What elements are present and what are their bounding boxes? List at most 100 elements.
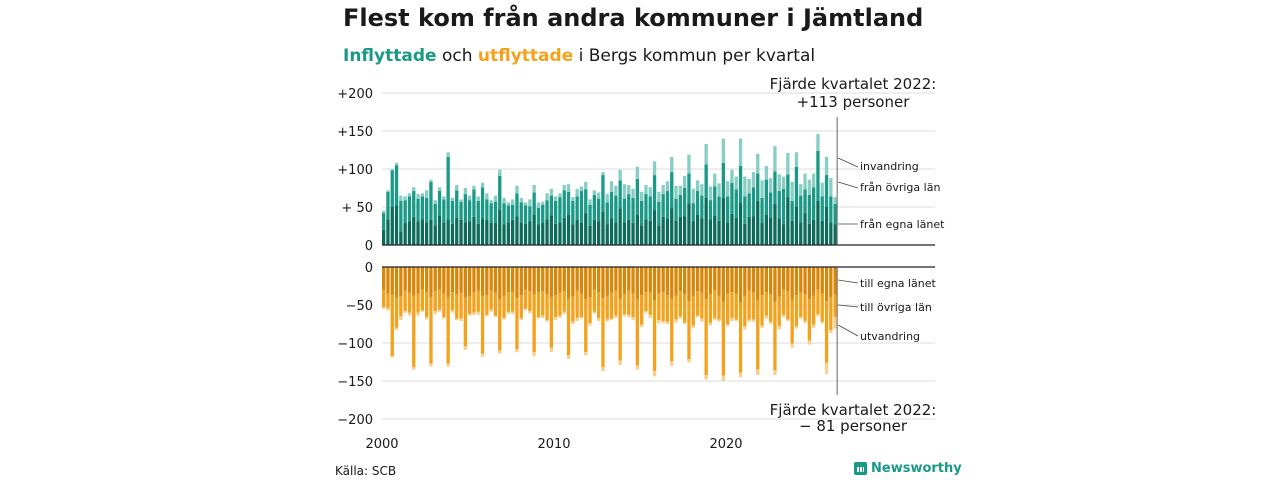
bar-in-2-73 (695, 180, 700, 192)
bar-in-2-37 (541, 201, 545, 205)
bar-in-1-43 (566, 191, 571, 215)
bar-in-1-28 (502, 203, 506, 225)
bar-in-1-71 (687, 173, 691, 204)
bar-in-1-76 (708, 200, 713, 220)
bar-out-0-51 (601, 267, 605, 299)
bar-out-2-17 (455, 318, 459, 321)
bar-out-1-35 (532, 294, 536, 353)
bar-in-2-47 (584, 181, 588, 190)
bar-out-2-24 (485, 314, 489, 317)
bar-out-1-88 (760, 295, 764, 326)
bar-in-2-90 (769, 178, 773, 193)
bar-in-2-29 (506, 202, 510, 206)
bar-out-0-43 (566, 267, 571, 299)
bar-out-0-38 (545, 267, 549, 295)
bar-out-0-91 (773, 267, 777, 302)
bar-out-1-12 (433, 291, 437, 312)
bar-out-0-0 (382, 267, 386, 290)
bar-in-0-62 (648, 220, 652, 245)
bar-in-0-67 (670, 208, 674, 245)
bar-in-1-2 (390, 170, 394, 207)
bar-in-2-2 (390, 169, 394, 171)
bar-out-0-56 (622, 267, 627, 295)
bar-out-1-74 (700, 292, 704, 319)
bar-out-2-34 (528, 311, 532, 314)
bar-in-0-100 (812, 219, 816, 245)
bar-in-0-51 (601, 211, 605, 245)
bar-out-0-53 (609, 267, 614, 293)
bar-out-2-53 (609, 318, 614, 321)
bar-out-0-94 (786, 267, 790, 292)
bar-in-2-23 (480, 182, 485, 188)
bar-out-0-70 (683, 267, 687, 295)
bar-in-2-86 (751, 172, 756, 188)
source-note: Källa: SCB (335, 464, 397, 478)
bar-out-2-22 (476, 311, 480, 315)
bar-out-2-23 (480, 353, 485, 357)
bar-out-0-29 (506, 267, 510, 293)
bar-in-0-95 (790, 220, 794, 245)
bar-out-1-39 (549, 297, 553, 348)
bar-out-2-93 (781, 314, 786, 318)
bar-out-1-81 (730, 292, 734, 318)
bar-out-0-92 (777, 267, 781, 297)
bar-out-0-34 (528, 267, 532, 292)
bar-in-0-87 (756, 200, 760, 245)
bar-in-0-89 (764, 214, 768, 245)
bar-in-1-40 (554, 200, 558, 224)
bar-out-2-72 (691, 325, 695, 328)
bar-in-0-41 (558, 222, 562, 245)
bar-out-1-43 (566, 298, 571, 356)
bar-out-0-27 (498, 267, 502, 299)
bar-out-1-42 (562, 291, 566, 312)
bar-in-0-72 (691, 221, 695, 245)
bar-out-0-84 (743, 267, 747, 296)
bar-out-1-30 (511, 292, 515, 312)
bar-in-2-0 (382, 210, 386, 214)
bar-in-2-87 (756, 153, 760, 174)
bar-out-1-89 (764, 292, 768, 316)
bar-out-0-33 (523, 267, 528, 290)
bar-out-2-71 (687, 358, 691, 363)
bar-in-0-22 (476, 223, 480, 245)
bar-out-0-68 (674, 267, 678, 296)
bar-in-2-70 (683, 175, 687, 188)
bar-in-2-56 (622, 184, 627, 199)
bar-in-0-93 (781, 224, 786, 245)
bar-out-0-35 (532, 267, 536, 295)
bar-out-2-11 (429, 363, 433, 367)
bar-out-2-50 (597, 317, 601, 321)
bar-out-2-95 (790, 343, 794, 348)
bar-in-0-78 (717, 220, 721, 245)
bar-in-0-12 (433, 225, 437, 245)
bar-out-1-59 (635, 299, 639, 366)
bar-in-2-1 (386, 190, 390, 192)
bar-out-1-58 (631, 293, 635, 318)
x-tick: 2000 (365, 437, 398, 452)
bar-in-0-102 (820, 220, 824, 245)
bar-in-2-18 (459, 199, 463, 202)
bar-in-1-89 (764, 179, 768, 215)
bar-in-1-33 (523, 205, 528, 224)
bar-in-1-29 (506, 205, 510, 223)
bar-in-1-12 (433, 203, 437, 226)
bar-out-2-0 (382, 307, 386, 309)
bar-in-2-104 (829, 178, 833, 197)
y-tick-lower: −50 (346, 299, 373, 314)
bar-in-2-69 (678, 185, 682, 195)
segment-label-upper: från egna länet (860, 218, 945, 231)
annotation-upper: Fjärde kvartalet 2022: (770, 75, 937, 93)
bar-out-1-94 (786, 291, 790, 320)
bar-in-1-100 (812, 187, 816, 220)
subtitle-inflyttade: Inflyttade (343, 46, 437, 66)
bar-in-2-20 (468, 195, 472, 201)
bar-in-0-27 (498, 210, 502, 245)
bar-in-0-66 (665, 218, 670, 245)
bar-out-0-77 (713, 267, 717, 291)
bar-out-0-42 (562, 267, 566, 292)
bar-out-0-76 (708, 267, 713, 295)
bar-in-2-12 (433, 200, 437, 204)
bar-out-1-18 (459, 292, 463, 319)
brand-logo: Newsworthy (854, 461, 962, 476)
bar-in-2-65 (661, 184, 665, 195)
